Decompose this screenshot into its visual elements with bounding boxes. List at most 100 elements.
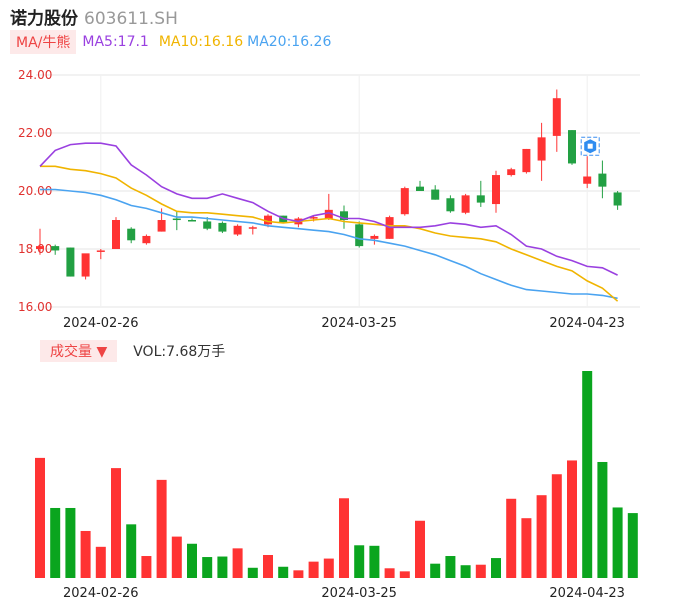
ma-bull-bear-tag[interactable]: MA/牛熊 [10,30,77,54]
volume-date-tick-label: 2024-02-26 [63,586,139,601]
candle-up [309,217,318,219]
candle-up [142,235,151,244]
stock-name: 诺力股份 [10,9,78,29]
candle-up [324,209,333,219]
candle-up [157,220,166,232]
candle-up [81,253,90,277]
candle-up [461,195,470,213]
volume-bar [217,556,228,578]
candle-up [552,98,561,136]
price-axis-tick-label: 24.00 [18,68,52,82]
ma10-legend: MA10:16.16 [158,34,244,50]
signal-marker-frame [580,136,600,156]
volume-bar [293,570,304,578]
candle-down [51,246,60,251]
volume-bar [171,536,182,578]
candle-down [127,228,136,241]
volume-bar [369,545,380,578]
volume-bar [95,546,106,578]
candle-up [112,220,120,249]
volume-value: VOL:7.68万手 [133,344,226,360]
candle-up [507,169,516,176]
candle-down [446,198,455,212]
volume-bar [50,507,61,578]
volume-bar [430,563,441,578]
volume-bar [80,530,91,578]
volume-tag[interactable]: 成交量 ▼ [40,340,118,362]
candle-down [172,218,181,221]
price-date-tick-label: 2024-02-26 [63,316,139,331]
volume-bar [308,561,319,578]
price-date-tick-label: 2024-03-25 [321,316,397,331]
volume-bar [491,558,501,578]
candle-down [416,186,424,191]
volume-bar [597,461,608,578]
stock-title: 诺力股份 603611.SH [10,4,178,29]
ma20-line [40,188,618,300]
candle-down [340,211,348,220]
candle-up [96,250,105,252]
candle-up [537,137,546,161]
signal-marker-dot [587,143,593,149]
candle-down [598,173,607,187]
candle-down [568,130,576,164]
candle-up [264,215,272,225]
volume-bar [263,555,273,578]
volume-bar [35,457,45,578]
candle-up [233,225,242,235]
price-axis-tick-label: 16.00 [18,300,52,314]
candle-down [355,224,364,247]
volume-bar [551,474,562,578]
volume-legend: 成交量 ▼ VOL:7.68万手 [40,340,226,362]
price-axis-tick-label: 20.00 [18,184,52,198]
candle-down [66,247,75,277]
volume-bar [126,524,137,578]
ma5-line [39,142,618,276]
volume-bar [156,479,167,578]
volume-bar [384,568,395,578]
candle-up [583,176,592,184]
volume-bar [536,495,547,578]
candle-up [522,148,531,173]
ma-legend: MA/牛熊 MA5:17.1 MA10:16.16 MA20:16.26 [10,30,331,54]
volume-bar [627,513,638,578]
candle-down [431,189,440,200]
price-axis-tick-label: 22.00 [18,126,52,140]
volume-bar [232,548,243,578]
candle-up [248,227,257,229]
candle-down [476,195,485,203]
volume-bar [506,498,517,578]
volume-bar [339,498,349,578]
candle-down [188,220,196,222]
volume-date-tick-label: 2024-04-23 [549,586,625,601]
volume-bar [445,556,456,578]
volume-bar [141,556,152,578]
volume-tag-label: 成交量 [50,344,92,360]
volume-bar [247,567,258,578]
volume-bar [65,507,76,578]
price-axis-tick-label: 18.00 [18,242,52,256]
volume-bar [323,558,334,578]
ma10-line [40,165,619,302]
volume-bar [354,545,365,578]
volume-bar [399,571,410,578]
candle-up [492,175,500,205]
candle-up [36,246,44,249]
candle-down [203,221,212,229]
candle-down [613,192,622,206]
price-date-tick-label: 2024-04-23 [549,316,625,331]
candle-down [218,222,227,232]
volume-bar [521,518,532,578]
volume-bar [187,543,197,578]
volume-bar [278,566,289,578]
volume-date-tick-label: 2024-03-25 [321,586,397,601]
volume-bar [612,507,623,578]
volume-bar [460,565,471,578]
candle-up [370,235,379,239]
volume-bar [475,564,486,578]
ma5-legend: MA5:17.1 [82,34,149,50]
ma20-legend: MA20:16.26 [247,34,332,50]
volume-bar [111,468,121,578]
volume-bar [582,371,593,578]
